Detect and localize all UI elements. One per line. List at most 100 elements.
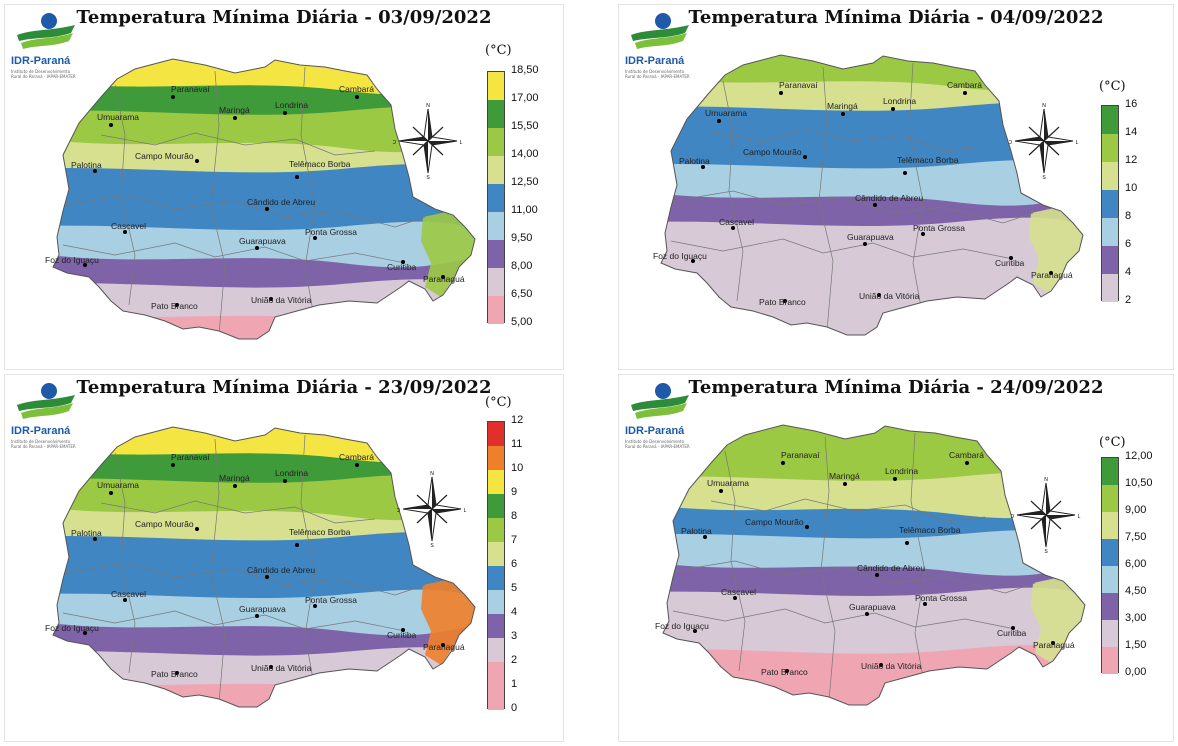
city-label: Campo Mourão <box>135 151 194 161</box>
legend-tick-label: 10,50 <box>1125 477 1153 489</box>
legend-tick-label: 12,50 <box>511 176 539 188</box>
city-marker <box>313 236 317 240</box>
legend-tick-label: 0 <box>511 702 518 714</box>
legend-swatch <box>1102 106 1118 134</box>
compass-south-label: S <box>426 175 430 179</box>
city-marker <box>691 259 695 263</box>
legend-swatch <box>488 240 504 268</box>
coastal-region <box>421 211 475 297</box>
compass-south-label: S <box>1042 175 1046 179</box>
city-marker <box>719 489 723 493</box>
idr-parana-logo: IDR-Paraná Instituto de Desenvolvimento R… <box>11 381 83 453</box>
city-label: Maringá <box>829 471 860 481</box>
map-panel-03-09-2022: Paranavaí Cambará Umuarama Maringá Londrina C… <box>4 4 564 370</box>
idr-logo-emblem-icon <box>631 383 689 419</box>
region-boundary <box>62 610 406 632</box>
legend-swatch <box>488 662 504 686</box>
legend-tick-label: 11,00 <box>511 204 538 216</box>
city-marker <box>123 230 127 234</box>
city-marker <box>905 541 909 545</box>
city-marker <box>265 207 269 211</box>
city-label: Cambará <box>947 80 982 90</box>
city-marker <box>923 602 927 606</box>
city-label: Cândido de Abreu <box>247 565 315 575</box>
temperature-band <box>661 308 1083 335</box>
city-label: Umuarama <box>707 478 749 488</box>
region-boundary <box>818 66 834 332</box>
compass-rose-icon: N S L O <box>393 103 463 179</box>
city-label: Paranavaí <box>781 450 820 460</box>
city-marker <box>873 203 877 207</box>
city-label: Cândido de Abreu <box>247 197 315 207</box>
compass-west-label: O <box>393 140 396 146</box>
region-boundary <box>670 238 1014 260</box>
state-outline <box>660 54 1084 336</box>
city-marker <box>843 482 847 486</box>
legend-swatch <box>488 128 504 156</box>
city-marker <box>879 663 883 667</box>
city-marker <box>93 169 97 173</box>
legend-tick-label: 8 <box>511 510 518 522</box>
temperature-band <box>663 678 1085 705</box>
city-marker <box>891 107 895 111</box>
city-label: Telêmaco Borba <box>897 155 959 165</box>
city-marker <box>921 232 925 236</box>
legend-tick-label: 4 <box>1125 266 1132 278</box>
city-marker <box>175 303 179 307</box>
compass-rose-icon: N S L O <box>397 471 467 547</box>
legend-tick-label: 10 <box>1125 182 1138 194</box>
parana-temperature-map: Paranavaí Cambará Umuarama Maringá Londrina C… <box>653 54 1084 336</box>
compass-east-label: L <box>1076 140 1079 146</box>
city-label: Guarapuava <box>847 232 894 242</box>
city-label: Maringá <box>219 105 250 115</box>
legend-tick-label: 8,00 <box>511 260 533 272</box>
city-marker <box>171 463 175 467</box>
legend-swatch <box>488 542 504 566</box>
city-marker <box>1011 626 1015 630</box>
city-label: Paranaguá <box>423 274 465 284</box>
legend-swatch <box>488 470 504 494</box>
legend-swatch <box>1102 485 1118 512</box>
city-marker <box>171 95 175 99</box>
logo-name: IDR-Paraná <box>625 425 685 437</box>
city-label: Londrina <box>883 96 916 106</box>
legend-unit: (°C) <box>1099 435 1126 450</box>
city-marker <box>965 461 969 465</box>
region-boundary <box>100 132 376 156</box>
city-marker <box>283 479 287 483</box>
compass-east-label: L <box>464 508 467 514</box>
city-marker <box>269 665 273 669</box>
legend-tick-label: 7,50 <box>1125 531 1147 543</box>
compass-south-label: S <box>1044 549 1048 553</box>
city-label: Pato Branco <box>151 669 198 679</box>
compass-north-label: N <box>1044 477 1048 483</box>
compass-west-label: O <box>1009 140 1012 146</box>
city-label: Cambará <box>949 450 984 460</box>
city-label: Guarapuava <box>239 236 286 246</box>
region-boundary <box>672 190 1034 224</box>
logo-name: IDR-Paraná <box>625 55 685 67</box>
city-label: Campo Mourão <box>135 519 194 529</box>
temperature-band <box>53 312 475 339</box>
city-label: Guarapuava <box>239 604 286 614</box>
city-label: Umuarama <box>97 112 139 122</box>
panel-title: Temperatura Mínima Diária - 04/09/2022 <box>688 7 1104 28</box>
compass-west-label: O <box>1011 514 1014 520</box>
city-label: Pato Branco <box>151 301 198 311</box>
panel-title: Temperatura Mínima Diária - 23/09/2022 <box>76 377 492 398</box>
legend-swatch <box>488 156 504 184</box>
legend-tick-label: 9 <box>511 486 518 498</box>
legend-swatch <box>1102 566 1118 593</box>
city-label: Paranavaí <box>171 84 210 94</box>
legend-swatch <box>1102 218 1118 246</box>
city-marker <box>295 175 299 179</box>
city-marker <box>803 155 807 159</box>
coastal-region <box>1031 577 1085 663</box>
region-boundary <box>300 66 316 312</box>
legend-tick-label: 16 <box>1125 98 1138 110</box>
legend-tick-label: 15,50 <box>511 120 539 132</box>
legend-tick-label: 14,00 <box>511 148 539 160</box>
city-marker <box>441 275 445 279</box>
legend-tick-label: 4 <box>511 606 518 618</box>
city-marker <box>877 293 881 297</box>
